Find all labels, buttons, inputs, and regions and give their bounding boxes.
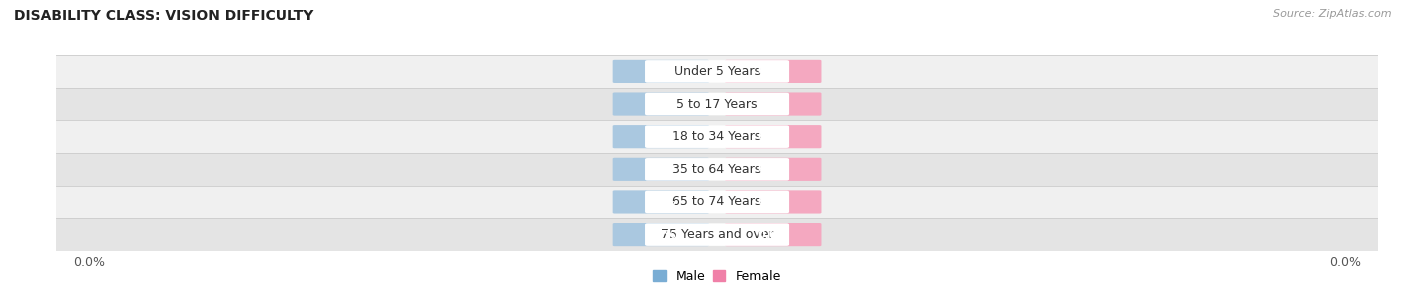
Text: 18 to 34 Years: 18 to 34 Years <box>672 130 762 143</box>
FancyBboxPatch shape <box>613 223 709 246</box>
FancyBboxPatch shape <box>645 60 789 83</box>
Text: Source: ZipAtlas.com: Source: ZipAtlas.com <box>1274 9 1392 19</box>
FancyBboxPatch shape <box>645 191 789 213</box>
Text: 0.0%: 0.0% <box>758 230 789 240</box>
FancyBboxPatch shape <box>645 93 789 115</box>
Text: 0.0%: 0.0% <box>645 164 676 174</box>
Text: 0.0%: 0.0% <box>645 66 676 76</box>
FancyBboxPatch shape <box>613 60 709 83</box>
Text: 0.0%: 0.0% <box>645 197 676 207</box>
FancyBboxPatch shape <box>725 60 821 83</box>
Text: DISABILITY CLASS: VISION DIFFICULTY: DISABILITY CLASS: VISION DIFFICULTY <box>14 9 314 23</box>
Text: 65 to 74 Years: 65 to 74 Years <box>672 196 762 208</box>
Legend: Male, Female: Male, Female <box>648 265 786 288</box>
Text: 0.0%: 0.0% <box>758 164 789 174</box>
Text: 35 to 64 Years: 35 to 64 Years <box>672 163 762 176</box>
Text: 0.0%: 0.0% <box>758 197 789 207</box>
FancyBboxPatch shape <box>725 223 821 246</box>
FancyBboxPatch shape <box>725 158 821 181</box>
FancyBboxPatch shape <box>613 92 709 116</box>
Text: 0.0%: 0.0% <box>645 230 676 240</box>
FancyBboxPatch shape <box>725 190 821 214</box>
FancyBboxPatch shape <box>613 158 709 181</box>
Text: 5 to 17 Years: 5 to 17 Years <box>676 98 758 110</box>
FancyBboxPatch shape <box>56 186 1378 218</box>
FancyBboxPatch shape <box>56 55 1378 88</box>
Text: 0.0%: 0.0% <box>645 132 676 142</box>
Text: 0.0%: 0.0% <box>758 132 789 142</box>
FancyBboxPatch shape <box>613 190 709 214</box>
FancyBboxPatch shape <box>725 92 821 116</box>
Text: 0.0%: 0.0% <box>645 99 676 109</box>
FancyBboxPatch shape <box>56 218 1378 251</box>
FancyBboxPatch shape <box>56 153 1378 186</box>
FancyBboxPatch shape <box>613 125 709 148</box>
Text: Under 5 Years: Under 5 Years <box>673 65 761 78</box>
FancyBboxPatch shape <box>56 120 1378 153</box>
FancyBboxPatch shape <box>645 125 789 148</box>
Text: 75 Years and over: 75 Years and over <box>661 228 773 241</box>
FancyBboxPatch shape <box>56 88 1378 120</box>
Text: 0.0%: 0.0% <box>758 99 789 109</box>
FancyBboxPatch shape <box>725 125 821 148</box>
FancyBboxPatch shape <box>645 158 789 181</box>
Text: 0.0%: 0.0% <box>758 66 789 76</box>
FancyBboxPatch shape <box>645 223 789 246</box>
